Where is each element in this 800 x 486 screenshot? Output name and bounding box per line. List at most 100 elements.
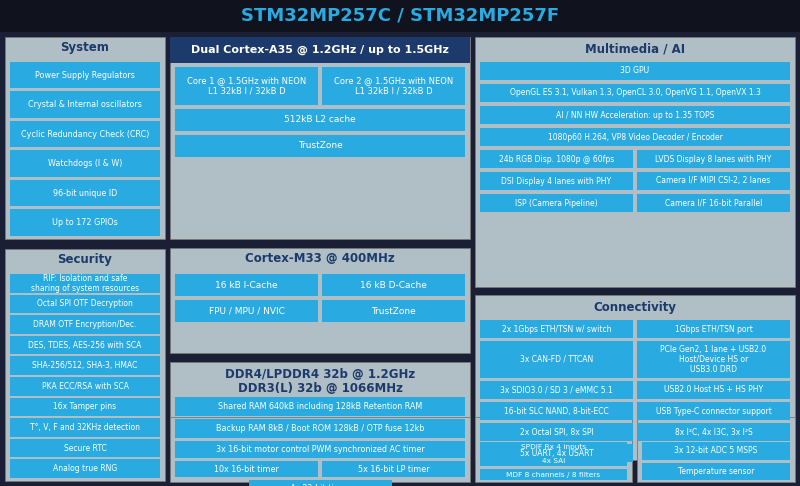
FancyBboxPatch shape: [637, 417, 795, 482]
FancyBboxPatch shape: [10, 398, 160, 416]
FancyBboxPatch shape: [10, 459, 160, 478]
Text: 512kB L2 cache: 512kB L2 cache: [284, 116, 356, 124]
FancyBboxPatch shape: [480, 150, 633, 168]
FancyBboxPatch shape: [175, 461, 318, 477]
FancyBboxPatch shape: [10, 274, 160, 293]
FancyBboxPatch shape: [10, 62, 160, 88]
FancyBboxPatch shape: [480, 128, 790, 146]
Text: DDR3(L) 32b @ 1066MHz: DDR3(L) 32b @ 1066MHz: [238, 382, 402, 395]
Text: Control: Control: [296, 422, 344, 435]
Text: 10x 16-bit timer: 10x 16-bit timer: [214, 465, 279, 473]
Text: OpenGL ES 3.1, Vulkan 1.3, OpenCL 3.0, OpenVG 1.1, OpenVX 1.3: OpenGL ES 3.1, Vulkan 1.3, OpenCL 3.0, O…: [510, 88, 761, 98]
FancyBboxPatch shape: [637, 194, 790, 212]
Text: 4x SAI: 4x SAI: [542, 458, 565, 464]
Text: Analog true RNG: Analog true RNG: [53, 464, 117, 473]
Text: 3x 16-bit motor control PWM synchronized AC timer: 3x 16-bit motor control PWM synchronized…: [216, 445, 424, 454]
FancyBboxPatch shape: [480, 402, 633, 420]
FancyBboxPatch shape: [480, 106, 790, 124]
FancyBboxPatch shape: [175, 67, 318, 105]
Text: PKA ECC/RSA with SCA: PKA ECC/RSA with SCA: [42, 382, 129, 391]
Text: 16-bit SLC NAND, 8-bit-ECC: 16-bit SLC NAND, 8-bit-ECC: [504, 406, 609, 416]
FancyBboxPatch shape: [10, 121, 160, 147]
Text: 1Gbps ETH/TSN port: 1Gbps ETH/TSN port: [674, 325, 753, 333]
Text: TrustZone: TrustZone: [371, 307, 416, 315]
Text: 3x CAN-FD / TTCAN: 3x CAN-FD / TTCAN: [520, 355, 593, 364]
Text: TrustZone: TrustZone: [298, 141, 342, 151]
Text: Analog: Analog: [693, 422, 739, 435]
FancyBboxPatch shape: [10, 91, 160, 118]
Text: 5x UART, 4x USART: 5x UART, 4x USART: [520, 449, 594, 457]
FancyBboxPatch shape: [10, 336, 160, 354]
Text: PCIe Gen2, 1 lane + USB2.0
Host/Device HS or
USB3.0 DRD: PCIe Gen2, 1 lane + USB2.0 Host/Device H…: [661, 345, 766, 374]
FancyBboxPatch shape: [10, 315, 160, 334]
Text: RIF: Isolation and safe
sharing of system resources: RIF: Isolation and safe sharing of syste…: [31, 274, 139, 293]
FancyBboxPatch shape: [170, 37, 470, 239]
Text: 16 kB I-Cache: 16 kB I-Cache: [215, 280, 278, 290]
FancyBboxPatch shape: [322, 300, 465, 322]
FancyBboxPatch shape: [170, 417, 470, 482]
FancyBboxPatch shape: [642, 463, 790, 480]
FancyBboxPatch shape: [170, 362, 470, 449]
Text: Secure RTC: Secure RTC: [64, 444, 106, 452]
Text: USB Type-C connector support: USB Type-C connector support: [655, 406, 771, 416]
Text: System: System: [62, 133, 108, 143]
FancyBboxPatch shape: [10, 356, 160, 375]
Text: DRAM OTF Encryption/Dec.: DRAM OTF Encryption/Dec.: [34, 320, 137, 329]
FancyBboxPatch shape: [475, 417, 632, 482]
FancyBboxPatch shape: [480, 62, 790, 80]
FancyBboxPatch shape: [322, 274, 465, 296]
FancyBboxPatch shape: [175, 441, 465, 458]
Text: DSI Display 4 lanes with PHY: DSI Display 4 lanes with PHY: [502, 176, 611, 186]
FancyBboxPatch shape: [5, 37, 165, 239]
FancyBboxPatch shape: [480, 341, 633, 378]
FancyBboxPatch shape: [637, 423, 790, 441]
Text: MDF 8 channels / 8 filters: MDF 8 channels / 8 filters: [506, 472, 601, 478]
Text: DES, TDES, AES-256 with SCA: DES, TDES, AES-256 with SCA: [28, 341, 142, 349]
Text: T°, V, F and 32KHz detection: T°, V, F and 32KHz detection: [30, 423, 140, 432]
FancyBboxPatch shape: [480, 423, 633, 441]
Text: 16 kB D-Cache: 16 kB D-Cache: [360, 280, 427, 290]
FancyBboxPatch shape: [10, 295, 160, 313]
FancyBboxPatch shape: [175, 109, 465, 131]
FancyBboxPatch shape: [480, 444, 633, 462]
FancyBboxPatch shape: [480, 442, 627, 452]
Text: 4x 32-bit timer: 4x 32-bit timer: [290, 484, 350, 486]
Text: Connectivity: Connectivity: [594, 300, 677, 313]
FancyBboxPatch shape: [175, 397, 465, 416]
Text: 2x 1Gbps ETH/TSN w/ switch: 2x 1Gbps ETH/TSN w/ switch: [502, 325, 611, 333]
FancyBboxPatch shape: [637, 150, 790, 168]
FancyBboxPatch shape: [10, 418, 160, 437]
FancyBboxPatch shape: [10, 151, 160, 177]
Text: Core 1 @ 1.5GHz with NEON
L1 32kB I / 32kB D: Core 1 @ 1.5GHz with NEON L1 32kB I / 32…: [187, 76, 306, 96]
FancyBboxPatch shape: [5, 249, 165, 481]
FancyBboxPatch shape: [170, 248, 470, 353]
FancyBboxPatch shape: [0, 0, 800, 32]
FancyBboxPatch shape: [480, 320, 633, 338]
Text: AI / NN HW Acceleration: up to 1.35 TOPS: AI / NN HW Acceleration: up to 1.35 TOPS: [556, 110, 714, 120]
Text: Watchdogs (I & W): Watchdogs (I & W): [48, 159, 122, 168]
Text: Cortex-M33 @ 400MHz: Cortex-M33 @ 400MHz: [245, 253, 395, 265]
Text: Camera I/F MIPI CSI-2, 2 lanes: Camera I/F MIPI CSI-2, 2 lanes: [656, 176, 770, 186]
FancyBboxPatch shape: [480, 456, 627, 467]
Text: Power Supply Regulators: Power Supply Regulators: [35, 71, 135, 80]
Text: 3x 12-bit ADC 5 MSPS: 3x 12-bit ADC 5 MSPS: [674, 446, 758, 455]
FancyBboxPatch shape: [322, 461, 465, 477]
Text: Backup RAM 8kB / Boot ROM 128kB / OTP fuse 12kb: Backup RAM 8kB / Boot ROM 128kB / OTP fu…: [216, 424, 424, 433]
Text: 3x SDIO3.0 / SD 3 / eMMC 5.1: 3x SDIO3.0 / SD 3 / eMMC 5.1: [500, 385, 613, 395]
Text: 2x Octal SPI, 8x SPI: 2x Octal SPI, 8x SPI: [520, 428, 594, 436]
Text: ISP (Camera Pipeline): ISP (Camera Pipeline): [515, 198, 598, 208]
FancyBboxPatch shape: [637, 172, 790, 190]
FancyBboxPatch shape: [637, 402, 790, 420]
FancyBboxPatch shape: [175, 135, 465, 157]
FancyBboxPatch shape: [480, 469, 627, 480]
Text: 8x I²C, 4x I3C, 3x I²S: 8x I²C, 4x I3C, 3x I²S: [674, 428, 752, 436]
Text: 96-bit unique ID: 96-bit unique ID: [53, 189, 117, 198]
FancyBboxPatch shape: [170, 37, 470, 63]
Text: Up to 172 GPIOs: Up to 172 GPIOs: [52, 218, 118, 227]
Text: LVDS Display 8 lanes with PHY: LVDS Display 8 lanes with PHY: [655, 155, 772, 163]
Text: Audio: Audio: [534, 422, 572, 435]
Text: Crystal & Internal oscillators: Crystal & Internal oscillators: [28, 100, 142, 109]
FancyBboxPatch shape: [249, 480, 391, 486]
FancyBboxPatch shape: [637, 320, 790, 338]
Text: Core 2 @ 1.5GHz with NEON
L1 32kB I / 32kB D: Core 2 @ 1.5GHz with NEON L1 32kB I / 32…: [334, 76, 453, 96]
